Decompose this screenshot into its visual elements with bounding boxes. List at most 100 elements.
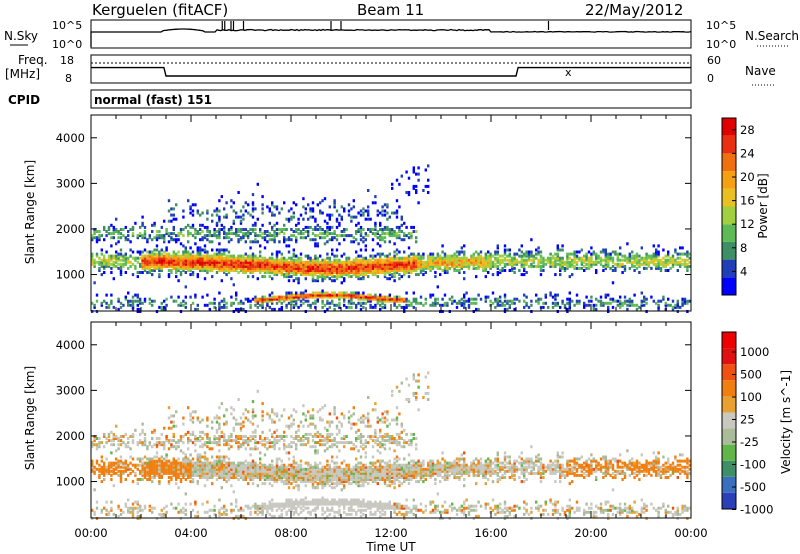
power-cell [194, 294, 196, 297]
velocity-cell [168, 447, 170, 450]
velocity-cell [141, 441, 143, 444]
velocity-cell [221, 402, 223, 405]
power-cell [273, 205, 275, 208]
power-cell [141, 302, 143, 305]
power-cell [276, 232, 278, 235]
velocity-cell [105, 513, 107, 516]
velocity-cell [105, 458, 107, 461]
velocity-cell [276, 412, 278, 415]
velocity-cell [93, 511, 95, 514]
power-cell [233, 232, 235, 235]
velocity-cell [201, 456, 203, 459]
power-cell [362, 302, 364, 305]
power-cell [271, 238, 273, 241]
velocity-cell [125, 443, 127, 446]
power-cell [165, 228, 167, 231]
velocity-cell [129, 472, 131, 475]
power-cell [338, 234, 340, 237]
velocity-cell [151, 476, 153, 479]
power-cell [122, 263, 124, 266]
power-cell [408, 177, 410, 180]
power-cell [408, 191, 410, 194]
velocity-cell [295, 435, 297, 438]
power-cell [357, 292, 359, 295]
power-cell [410, 226, 412, 229]
velocity-cell [300, 443, 302, 446]
power-cell [163, 234, 165, 237]
velocity-cell [271, 445, 273, 448]
velocity-cell [173, 445, 175, 448]
velocity-cell [276, 435, 278, 438]
power-cell [307, 230, 309, 233]
velocity-cell [242, 462, 244, 465]
velocity-cell [132, 439, 134, 442]
power-cell [187, 224, 189, 227]
power-cell [300, 253, 302, 256]
power-cell [353, 199, 355, 202]
power-cell [542, 302, 544, 305]
power-cell [290, 238, 292, 241]
power-cell [168, 199, 170, 202]
power-cell [206, 218, 208, 221]
velocity-cell [307, 507, 309, 510]
power-cell [626, 304, 628, 307]
velocity-cell [233, 509, 235, 512]
power-cell [405, 304, 407, 307]
power-cell [492, 292, 494, 295]
power-cell [307, 255, 309, 258]
power-cell [257, 257, 259, 260]
velocity-cell [245, 408, 247, 411]
velocity-cell [158, 480, 160, 483]
power-cell [189, 296, 191, 299]
power-cell [348, 214, 350, 217]
power-cell [513, 308, 515, 311]
velocity-cell [201, 462, 203, 465]
power-cell [357, 242, 359, 245]
power-cell [242, 302, 244, 305]
velocity-cell [293, 501, 295, 504]
power-cell [648, 261, 650, 264]
power-cell [360, 255, 362, 258]
velocity-cell [182, 507, 184, 510]
velocity-cell [93, 435, 95, 438]
power-cell [513, 267, 515, 270]
power-cell [297, 257, 299, 260]
velocity-cell [221, 431, 223, 434]
velocity-cell [180, 462, 182, 465]
velocity-cell [177, 486, 179, 489]
velocity-cell [261, 410, 263, 413]
power-cell [393, 279, 395, 282]
power-cell [607, 306, 609, 309]
power-cell [489, 300, 491, 303]
power-cell [619, 296, 621, 299]
power-cell [408, 275, 410, 278]
power-cell [153, 222, 155, 225]
power-cell [401, 230, 403, 233]
velocity-cell [295, 484, 297, 487]
power-cell [636, 267, 638, 270]
power-cell [585, 253, 587, 256]
power-cell [444, 294, 446, 297]
power-cell [295, 228, 297, 231]
power-cell [137, 261, 139, 264]
velocity-cell [158, 458, 160, 461]
power-cell [357, 212, 359, 215]
power-cell [576, 267, 578, 270]
velocity-cell [293, 419, 295, 422]
power-cell [331, 279, 333, 282]
power-cell [413, 253, 415, 256]
power-cell [612, 298, 614, 301]
power-cell [602, 249, 604, 252]
power-cell [125, 236, 127, 239]
power-cell [273, 230, 275, 233]
power-cell [547, 306, 549, 309]
power-cell [201, 230, 203, 233]
power-cell [314, 226, 316, 229]
velocity-cell [192, 417, 194, 420]
velocity-cell [297, 501, 299, 504]
power-cell [271, 234, 273, 237]
power-cell [365, 249, 367, 252]
power-cell [151, 300, 153, 303]
power-cell [458, 300, 460, 303]
power-cell [288, 261, 290, 264]
